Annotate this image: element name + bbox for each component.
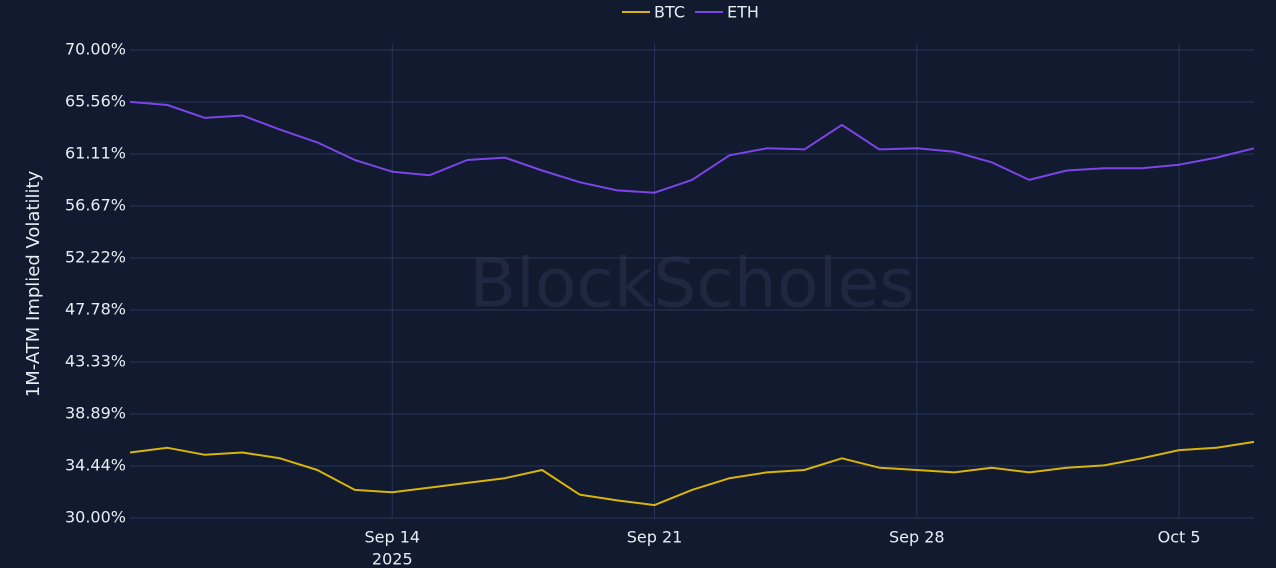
x-tick-label: Sep 21 <box>627 528 683 547</box>
x-tick-label: Sep 14 <box>364 528 420 547</box>
line-series <box>129 100 1255 194</box>
y-tick-label: 30.00% <box>65 508 126 527</box>
y-tick-label: 70.00% <box>65 40 126 59</box>
legend-label: ETH <box>727 3 759 22</box>
x-tick-label: Sep 28 <box>889 528 945 547</box>
y-axis-label: 1M-ATM Implied Volatility <box>23 170 44 397</box>
y-tick-label: 38.89% <box>65 403 126 422</box>
x-year-label: 2025 <box>372 550 413 568</box>
x-tick-label: Oct 5 <box>1158 528 1201 547</box>
watermark: BlockScholes <box>469 245 914 324</box>
y-tick-label: 52.22% <box>65 248 126 267</box>
legend-label: BTC <box>654 3 685 22</box>
y-tick-label: 61.11% <box>65 144 126 163</box>
y-tick-label: 43.33% <box>65 352 126 371</box>
y-tick-label: 65.56% <box>65 91 126 110</box>
y-tick-label: 34.44% <box>65 456 126 475</box>
line-series <box>129 440 1255 507</box>
y-tick-label: 56.67% <box>65 195 126 214</box>
y-tick-label: 47.78% <box>65 299 126 318</box>
